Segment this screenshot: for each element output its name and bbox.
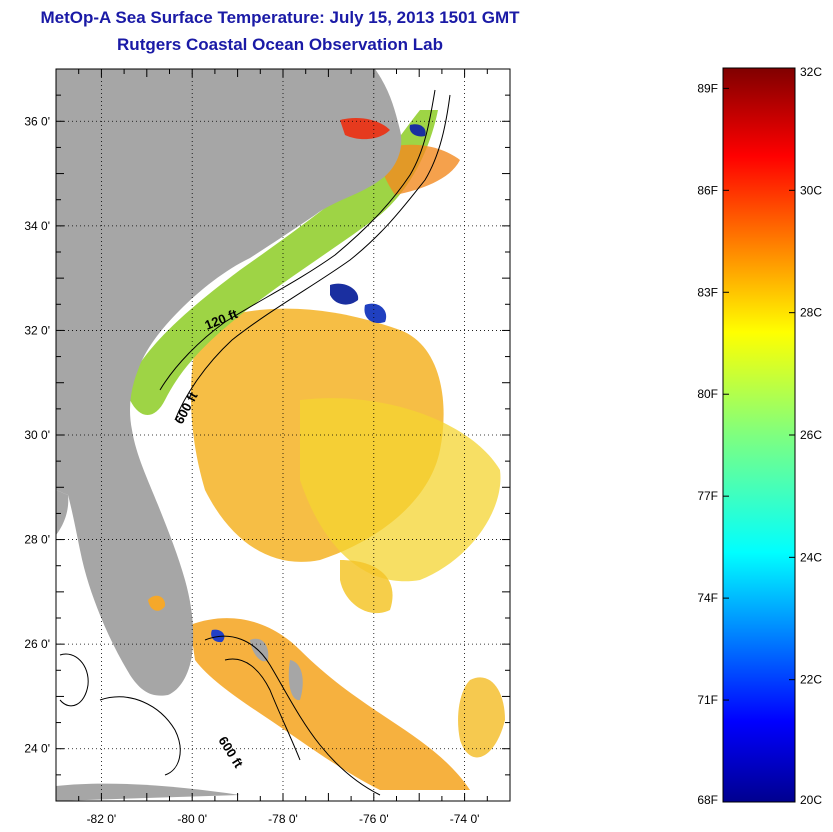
longitude-tick-label: -82 0' <box>87 812 117 826</box>
latitude-tick-label: 26 0' <box>24 637 50 651</box>
cuba-land <box>56 783 240 801</box>
celsius-tick-label: 32C <box>800 65 822 79</box>
fahrenheit-tick-label: 77F <box>697 489 718 503</box>
celsius-tick-label: 26C <box>800 428 822 442</box>
cold-spot <box>409 124 426 137</box>
gulf-stream-edge <box>379 144 460 195</box>
latitude-tick-label: 34 0' <box>24 219 50 233</box>
fahrenheit-tick-label: 89F <box>697 81 718 95</box>
celsius-tick-label: 30C <box>800 183 822 197</box>
celsius-tick-label: 22C <box>800 673 822 687</box>
longitude-labels: -82 0' -80 0' -78 0' -76 0' -74 0' <box>87 812 480 826</box>
cold-spot <box>211 629 225 643</box>
celsius-tick-label: 28C <box>800 306 822 320</box>
map-subtitle: Rutgers Coastal Ocean Observation Lab <box>117 35 443 54</box>
contour-120ft <box>159 89 436 391</box>
contour-bahamas-inner <box>224 658 301 761</box>
contour-keys <box>99 696 181 776</box>
map-ticks <box>55 68 511 802</box>
latitude-tick-label: 30 0' <box>24 428 50 442</box>
latitude-labels: 24 0' 26 0' 28 0' 30 0' 32 0' 34 0' 36 0' <box>24 114 50 755</box>
sst-field <box>56 69 505 801</box>
fahrenheit-labels: 68F 71F 74F 77F 80F 83F 86F 89F <box>697 81 729 807</box>
offshore-warm-sst-east <box>300 398 501 582</box>
celsius-tick-label: 20C <box>800 793 822 807</box>
cold-spot <box>330 283 359 305</box>
fahrenheit-tick-label: 80F <box>697 387 718 401</box>
bahamas-sst <box>190 618 470 790</box>
land-panhandle <box>56 490 69 535</box>
temperature-colorbar: 20C 22C 24C 26C 28C 30C 32C 68F 71F 74F 77F 80F 83F… <box>697 65 822 807</box>
fahrenheit-tick-label: 68F <box>697 793 718 807</box>
longitude-tick-label: -74 0' <box>450 812 480 826</box>
latitude-tick-label: 36 0' <box>24 114 50 128</box>
fahrenheit-tick-label: 71F <box>697 693 718 707</box>
bahamas-land <box>288 660 303 701</box>
latitude-tick-label: 24 0' <box>24 742 50 756</box>
colorbar-gradient <box>723 68 795 802</box>
contour-gulf <box>59 653 89 707</box>
longitude-tick-label: -76 0' <box>359 812 389 826</box>
pamlico-sound-warm <box>340 118 390 140</box>
longitude-tick-label: -78 0' <box>268 812 298 826</box>
land-us-coast <box>56 69 402 696</box>
longitude-tick-label: -80 0' <box>177 812 207 826</box>
fahrenheit-tick-label: 74F <box>697 591 718 605</box>
latitude-tick-label: 32 0' <box>24 323 50 337</box>
offshore-patch <box>340 560 393 614</box>
latitude-tick-label: 28 0' <box>24 533 50 547</box>
celsius-labels: 20C 22C 24C 26C 28C 30C 32C <box>789 65 822 807</box>
map-title: MetOp-A Sea Surface Temperature: July 15… <box>40 8 520 27</box>
contour-bahamas <box>204 635 381 796</box>
celsius-tick-label: 24C <box>800 550 822 564</box>
fahrenheit-tick-label: 86F <box>697 183 718 197</box>
lake-okeechobee <box>148 595 166 611</box>
cold-spot <box>364 303 387 324</box>
fahrenheit-tick-label: 83F <box>697 285 718 299</box>
east-bahamas-sst <box>458 677 505 758</box>
contour-600ft <box>174 94 451 421</box>
